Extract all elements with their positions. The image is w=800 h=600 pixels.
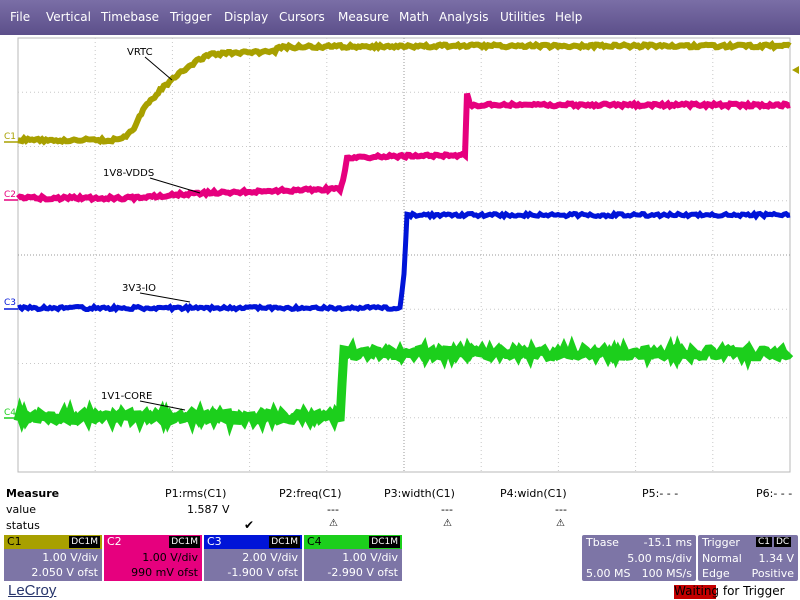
trace-label-c4: 1V1-CORE	[101, 391, 152, 402]
time-per-div: 5.00 ms/div	[627, 552, 692, 565]
marker-c1: C1	[4, 132, 16, 142]
trigger-box[interactable]: Trigger C1 DC Normal 1.34 V Edge Positiv…	[698, 535, 798, 581]
coupling-badge: DC1M	[169, 536, 200, 548]
row-label-value: value	[6, 503, 36, 516]
warning-icon: ⚠	[443, 518, 452, 529]
menu-cursors[interactable]: Cursors	[279, 10, 325, 24]
status-text: Waiting for Trigger	[674, 584, 785, 598]
marker-c4: C4	[4, 408, 16, 418]
volts-per-div: 1.00 V/div	[342, 551, 398, 564]
param-p5-name[interactable]: P5:- - -	[642, 487, 678, 500]
trigger-mode: Normal	[702, 552, 742, 565]
menu-utilities[interactable]: Utilities	[500, 10, 545, 24]
menu-trigger[interactable]: Trigger	[170, 10, 211, 24]
volts-per-div: 1.00 V/div	[42, 551, 98, 564]
menu-file[interactable]: File	[10, 10, 30, 24]
menu-measure[interactable]: Measure	[338, 10, 389, 24]
channel-name: C3	[207, 535, 222, 548]
menu-analysis[interactable]: Analysis	[439, 10, 488, 24]
offset: 990 mV ofst	[131, 566, 198, 579]
waveform-display[interactable]: VRTC 1V8-VDDS 3V3-IO 1V1-CORE C1 C2 C3 C…	[0, 35, 800, 475]
trigger-level-marker[interactable]	[792, 66, 799, 74]
trigger-coupling: DC	[774, 537, 791, 547]
warning-icon: ⚠	[329, 518, 338, 529]
channel-name: C1	[7, 535, 22, 548]
acquisition-status: Waiting for Trigger	[674, 584, 785, 598]
timebase-delay: -15.1 ms	[644, 536, 692, 549]
warning-icon: ⚠	[556, 518, 565, 529]
channel-name: C2	[107, 535, 122, 548]
trace-label-c1: VRTC	[127, 47, 153, 58]
measure-table: Measure value status P1:rms(C1) 1.587 V …	[0, 482, 800, 534]
check-icon: ✔	[244, 518, 254, 532]
param-p3-name[interactable]: P3:width(C1)	[384, 487, 455, 500]
menu-help[interactable]: Help	[555, 10, 582, 24]
menu-vertical[interactable]: Vertical	[46, 10, 91, 24]
param-p1-value: 1.587 V	[187, 503, 230, 516]
timebase-box[interactable]: Tbase -15.1 ms 5.00 ms/div 5.00 MS 100 M…	[582, 535, 696, 581]
menu-bar: File Vertical Timebase Trigger Display C…	[0, 0, 800, 35]
channel-markers: C1 C2 C3 C4	[4, 132, 18, 418]
param-p2-name[interactable]: P2:freq(C1)	[279, 487, 342, 500]
measure-title: Measure	[6, 487, 59, 500]
sample-count: 5.00 MS	[586, 567, 630, 580]
offset: 2.050 V ofst	[31, 566, 98, 579]
sample-rate: 100 MS/s	[642, 567, 692, 580]
param-p6-name[interactable]: P6:- - -	[756, 487, 792, 500]
trigger-type: Edge	[702, 567, 730, 580]
channel-box-c4[interactable]: C4 DC1M 1.00 V/div -2.990 V ofst	[304, 535, 402, 581]
brand-text: LeCroy	[8, 582, 56, 599]
coupling-badge: DC1M	[269, 536, 300, 548]
offset: -2.990 V ofst	[327, 566, 398, 579]
volts-per-div: 2.00 V/div	[242, 551, 298, 564]
coupling-badge: DC1M	[69, 536, 100, 548]
channel-box-c1[interactable]: C1 DC1M 1.00 V/div 2.050 V ofst	[4, 535, 102, 581]
menu-math[interactable]: Math	[399, 10, 429, 24]
volts-per-div: 1.00 V/div	[142, 551, 198, 564]
timebase-label: Tbase	[586, 536, 619, 549]
param-p1-name[interactable]: P1:rms(C1)	[165, 487, 226, 500]
coupling-badge: DC1M	[369, 536, 400, 548]
trigger-label: Trigger	[702, 536, 740, 549]
channel-box-c2[interactable]: C2 DC1M 1.00 V/div 990 mV ofst	[104, 535, 202, 581]
channel-name: C4	[307, 535, 322, 548]
param-p2-value: ---	[327, 503, 339, 516]
menu-timebase[interactable]: Timebase	[101, 10, 159, 24]
marker-c2: C2	[4, 190, 16, 200]
marker-c3: C3	[4, 298, 16, 308]
trigger-level: 1.34 V	[758, 552, 794, 565]
trace-label-c2: 1V8-VDDS	[103, 168, 154, 179]
trace-label-c3: 3V3-IO	[122, 283, 156, 294]
trigger-source: C1	[756, 537, 772, 547]
trigger-slope: Positive	[752, 567, 794, 580]
brand-logo: LeCroy	[8, 582, 56, 599]
channel-box-c3[interactable]: C3 DC1M 2.00 V/div -1.900 V ofst	[204, 535, 302, 581]
param-p4-value: ---	[555, 503, 567, 516]
menu-display[interactable]: Display	[224, 10, 268, 24]
row-label-status: status	[6, 519, 40, 532]
param-p4-name[interactable]: P4:widn(C1)	[500, 487, 567, 500]
param-p3-value: ---	[441, 503, 453, 516]
offset: -1.900 V ofst	[227, 566, 298, 579]
